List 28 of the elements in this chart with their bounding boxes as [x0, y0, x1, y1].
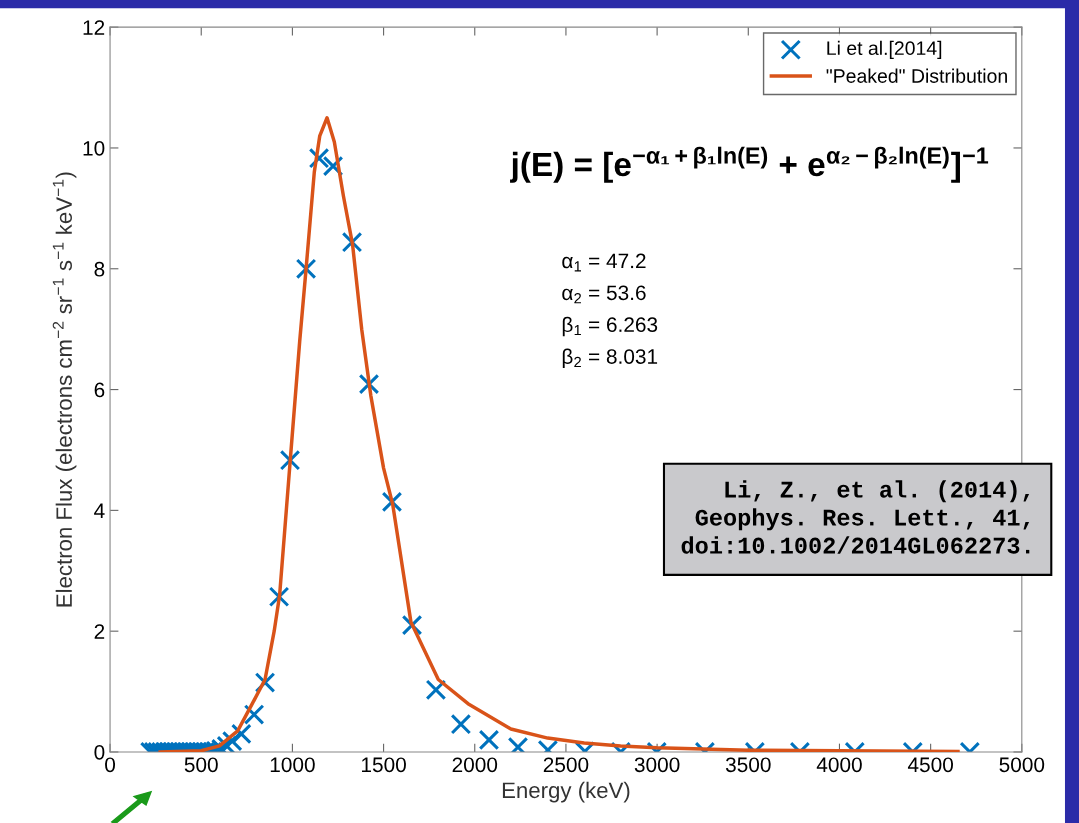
x-tick-label: 3000 [634, 757, 680, 773]
y-tick-label: 0 [94, 744, 105, 760]
legend-label: Li et al.[2014] [827, 40, 942, 59]
y-tick-label: 2 [94, 624, 105, 639]
x-tick-label: 4000 [816, 757, 862, 773]
x-tick-label: 500 [184, 757, 218, 773]
x-tick-label: 4500 [907, 757, 953, 773]
annotation: β$_{1}$ = 6.263 [562, 316, 658, 337]
annotation: β$_{2}$ = 8.031 [562, 348, 658, 369]
annotation: α$_{2}$ = 53.6 [562, 285, 646, 304]
y-tick-label: 6 [94, 382, 105, 398]
y-tick-label: 10 [83, 140, 105, 156]
text: Electron Flux (electrons cm$^{−2}$ sr$^{−1}$ s$^{−1}$ keV$^{−1}$) [52, 172, 77, 607]
legend-label: "Peaked" Distribution [826, 68, 1007, 83]
annotation: α$_{1}$ = 47.2 [562, 253, 646, 272]
x-axis-title: Energy (keV) [502, 781, 630, 803]
x-tick-label: 0 [105, 757, 116, 773]
annotation: Li, Z., et al. (2014), Geophys. Res. Lett., 41, doi:10.1002/2014GL062273. [681, 480, 1030, 554]
y-tick-label: 4 [94, 503, 105, 518]
x-tick-label: 1000 [270, 757, 315, 773]
x-tick-label: 5000 [999, 757, 1045, 773]
annotation: j(E) = [e$^{−α₁+β₁ln(E)}$ + e$^{α₂−β₂ln(E)}$]$^{−1}$ [510, 146, 989, 183]
x-tick-label: 3500 [725, 757, 771, 773]
x-tick-label: 2000 [452, 757, 498, 773]
x-tick-label: 1500 [362, 757, 406, 773]
y-tick-label: 12 [83, 20, 105, 35]
x-tick-label: 2500 [543, 757, 589, 773]
y-tick-label: 8 [94, 261, 105, 277]
